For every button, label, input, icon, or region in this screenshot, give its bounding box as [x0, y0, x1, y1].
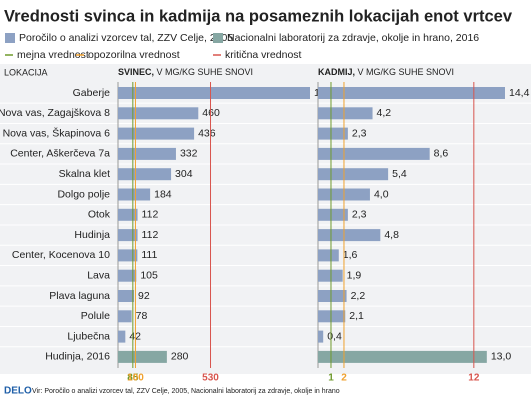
value-label: 112	[142, 229, 159, 241]
value-label: 436	[198, 127, 216, 139]
value-label: 460	[202, 107, 220, 119]
bar	[318, 249, 339, 262]
bar	[118, 208, 138, 221]
category-label: Skalna klet	[59, 168, 110, 180]
value-label: 332	[180, 148, 198, 160]
value-label: 105	[140, 269, 158, 281]
legend-label: kritična vrednost	[225, 49, 302, 61]
category-label: Center, Kocenova 10	[12, 249, 110, 261]
value-label: 5,4	[392, 168, 407, 180]
category-label: Hudinja	[74, 229, 110, 241]
value-label: 92	[138, 290, 150, 302]
category-label: Ljubečna	[67, 330, 110, 342]
category-header: LOKACIJA	[4, 67, 48, 77]
category-label: Lava	[87, 269, 110, 281]
legend-label: mejna vrednost	[17, 49, 89, 61]
bar	[118, 350, 167, 363]
legend-swatch	[213, 33, 223, 43]
bar	[318, 310, 346, 323]
source: Vir: Poročilo o analizi vzorcev tal, ZZV…	[32, 388, 340, 395]
bar	[118, 249, 138, 262]
value-label: 0,4	[327, 330, 342, 342]
category-label: Center, Aškerčeva 7a	[10, 148, 110, 160]
bar	[118, 310, 132, 323]
legend-label: opozorilna vrednost	[88, 49, 180, 61]
bar	[118, 188, 151, 201]
category-label: Hudinja, 2016	[45, 351, 110, 363]
reference-label: 530	[202, 373, 219, 384]
bar	[318, 87, 505, 99]
bar	[318, 330, 324, 343]
legend-label: Nacionalni laboratorij za zdravje, okolj…	[227, 32, 479, 44]
bar	[118, 127, 195, 140]
category-label: Otok	[88, 209, 111, 221]
value-label: 2,1	[349, 310, 364, 322]
panel-header: SVINEC, V MG/KG SUHE SNOVI	[118, 67, 253, 77]
panel-unit: V MG/KG SUHE SNOVI	[157, 67, 254, 77]
reference-label: 1	[328, 373, 334, 384]
bar	[318, 208, 348, 221]
bar	[118, 147, 176, 160]
reference-label: 2	[341, 373, 347, 384]
plot-background	[0, 64, 531, 374]
category-label: Polule	[81, 310, 110, 322]
value-label: 2,3	[352, 127, 367, 139]
bar	[318, 290, 347, 302]
panel-header: KADMIJ, V MG/KG SUHE SNOVI	[318, 67, 454, 77]
category-label: Nova vas, Zagajškova 8	[0, 107, 110, 119]
bar	[118, 87, 310, 99]
value-label: 78	[136, 310, 148, 322]
panel-unit: V MG/KG SUHE SNOVI	[358, 67, 455, 77]
bar	[318, 269, 343, 282]
bar	[318, 107, 373, 120]
value-label: 4,0	[374, 188, 389, 200]
bar	[118, 269, 137, 282]
panel-title: KADMIJ,	[318, 67, 355, 77]
value-label: 2,3	[352, 209, 367, 221]
bar	[318, 168, 389, 181]
value-label: 280	[171, 351, 189, 363]
value-label: 4,8	[384, 229, 399, 241]
category-label: Nova vas, Škapinova 6	[3, 126, 111, 139]
value-label: 4,2	[377, 107, 392, 119]
bar	[118, 168, 172, 181]
chart-title: Vrednosti svinca in kadmija na posamezni…	[4, 7, 513, 25]
reference-label: 12	[468, 373, 480, 384]
value-label: 14,4	[509, 87, 530, 99]
category-label: Plava laguna	[49, 290, 110, 302]
reference-label: 100	[127, 373, 144, 384]
bar	[318, 147, 430, 160]
value-label: 112	[142, 209, 159, 221]
panel-title: SVINEC,	[118, 67, 154, 77]
value-label: 304	[175, 168, 193, 180]
value-label: 1,9	[347, 269, 362, 281]
legend-label: Poročilo o analizi vzorcev tal, ZZV Celj…	[19, 32, 233, 44]
brand: DELO	[4, 386, 32, 397]
bar	[318, 350, 487, 363]
category-label: Dolgo polje	[57, 188, 110, 200]
value-label: 184	[154, 188, 172, 200]
reference-label: 85	[127, 373, 139, 384]
value-label: 8,6	[434, 148, 449, 160]
bar	[118, 290, 135, 302]
value-label: 13,0	[491, 351, 512, 363]
bar	[318, 127, 348, 140]
bar	[118, 330, 126, 343]
legend-swatch	[5, 33, 15, 43]
value-label: 111	[141, 249, 157, 261]
value-label: 1,6	[343, 249, 358, 261]
value-label: 2,2	[351, 290, 366, 302]
bar	[118, 229, 138, 242]
bar	[118, 107, 199, 120]
category-label: Gaberje	[73, 87, 111, 99]
bar	[318, 229, 381, 242]
